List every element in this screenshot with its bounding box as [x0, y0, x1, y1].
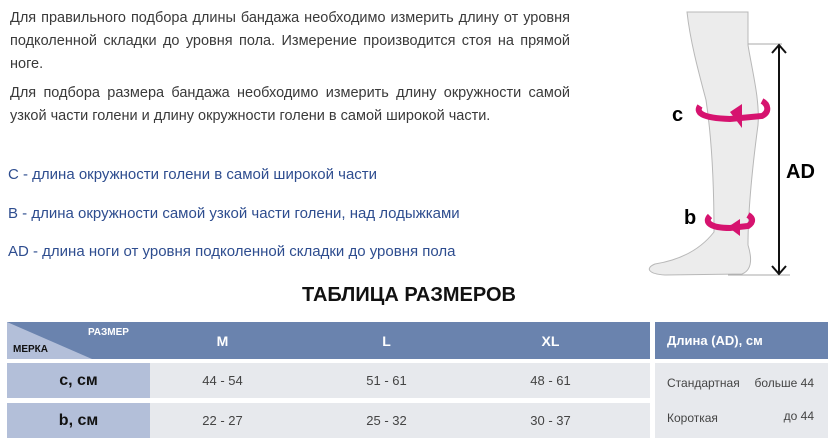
label-ad: AD [786, 161, 815, 183]
cell-c-l: 51 - 61 [344, 363, 429, 398]
ring-c-icon [695, 98, 771, 128]
corner-measure-label: МЕРКА [13, 344, 48, 355]
cell-c-m: 44 - 54 [180, 363, 265, 398]
length-header: Длина (AD), см [655, 322, 828, 359]
size-m: M [216, 332, 229, 349]
size-l: L [382, 332, 391, 349]
ring-b-icon [704, 212, 756, 236]
leg-outline [648, 11, 759, 276]
label-c: c [672, 104, 683, 126]
table-title: ТАБЛИЦА РАЗМЕРОВ [302, 284, 516, 306]
leg-diagram: c b AD [648, 11, 815, 276]
definition-b: B - длина окружности самой узкой части г… [8, 205, 460, 222]
cell-b-m: 22 - 27 [180, 403, 265, 438]
cell-b-xl: 30 - 37 [508, 403, 593, 438]
row-label-c: c, см [7, 363, 150, 398]
table-header-row [7, 322, 650, 359]
row-label-b: b, см [7, 403, 150, 438]
cell-c-xl: 48 - 61 [508, 363, 593, 398]
length-column: Стандартная больше 44 Короткая до 44 [655, 363, 828, 438]
length-short-label: Короткая [667, 411, 718, 425]
length-standard-label: Стандартная [667, 376, 740, 390]
definition-c: C - длина окружности голени в самой широ… [8, 166, 378, 183]
length-short-value: до 44 [783, 409, 814, 423]
length-standard-value: больше 44 [754, 376, 814, 390]
cell-b-l: 25 - 32 [344, 403, 429, 438]
intro-paragraph-2: Для подбора размера бандажа необходимо и… [10, 85, 570, 124]
size-xl: XL [541, 332, 560, 349]
definition-ad: AD - длина ноги от уровня подколенной ск… [8, 243, 456, 260]
corner-size-label: РАЗМЕР [88, 327, 129, 338]
intro-paragraph-1: Для правильного подбора длины бандажа не… [10, 10, 570, 72]
label-b: b [684, 207, 696, 229]
